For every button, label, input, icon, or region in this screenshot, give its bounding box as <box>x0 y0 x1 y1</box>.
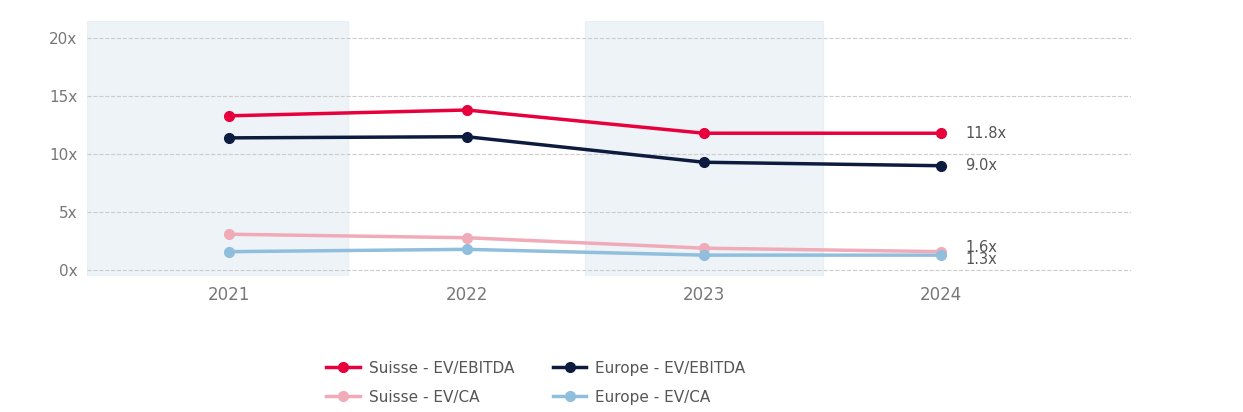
Suisse - EV/CA <box>222 232 237 237</box>
Suisse - EV/EBITDA <box>459 108 474 112</box>
Europe - EV/EBITDA <box>459 134 474 139</box>
Suisse - EV/EBITDA <box>933 131 948 136</box>
Europe - EV/CA <box>459 247 474 252</box>
Text: 1.6x: 1.6x <box>965 240 997 255</box>
Line: Europe - EV/CA: Europe - EV/CA <box>225 244 946 260</box>
Europe - EV/CA <box>222 249 237 254</box>
Text: 11.8x: 11.8x <box>965 126 1006 141</box>
Suisse - EV/EBITDA <box>222 113 237 118</box>
Text: 9.0x: 9.0x <box>965 158 997 173</box>
Europe - EV/EBITDA <box>222 136 237 140</box>
Suisse - EV/CA <box>933 249 948 254</box>
Line: Suisse - EV/EBITDA: Suisse - EV/EBITDA <box>225 105 946 138</box>
Bar <box>585 21 823 276</box>
Europe - EV/EBITDA <box>933 163 948 168</box>
Line: Suisse - EV/CA: Suisse - EV/CA <box>225 229 946 257</box>
Text: 1.3x: 1.3x <box>965 252 997 267</box>
Legend: Suisse - EV/EBITDA, Suisse - EV/CA, Europe - EV/EBITDA, Europe - EV/CA: Suisse - EV/EBITDA, Suisse - EV/CA, Euro… <box>321 355 752 411</box>
Europe - EV/EBITDA <box>696 160 711 165</box>
Bar <box>87 21 348 276</box>
Suisse - EV/CA <box>459 235 474 240</box>
Europe - EV/CA <box>933 253 948 258</box>
Suisse - EV/EBITDA <box>696 131 711 136</box>
Europe - EV/CA <box>696 253 711 258</box>
Line: Europe - EV/EBITDA: Europe - EV/EBITDA <box>225 132 946 171</box>
Suisse - EV/CA <box>696 246 711 250</box>
